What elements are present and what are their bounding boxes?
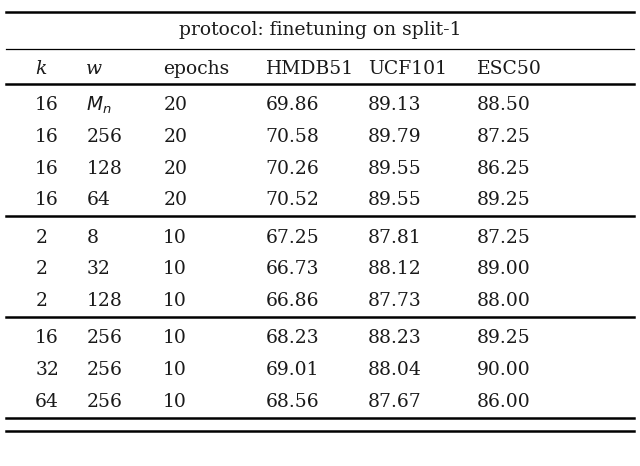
Text: 10: 10 xyxy=(163,292,187,310)
Text: 16: 16 xyxy=(35,192,59,209)
Text: 88.12: 88.12 xyxy=(368,260,422,278)
Text: 89.13: 89.13 xyxy=(368,96,422,114)
Text: 67.25: 67.25 xyxy=(266,229,319,247)
Text: 89.55: 89.55 xyxy=(368,160,422,178)
Text: 20: 20 xyxy=(163,128,187,146)
Text: 256: 256 xyxy=(86,329,122,347)
Text: 16: 16 xyxy=(35,128,59,146)
Text: k: k xyxy=(35,60,47,78)
Text: 87.67: 87.67 xyxy=(368,393,422,411)
Text: ESC50: ESC50 xyxy=(477,60,541,78)
Text: 86.00: 86.00 xyxy=(477,393,531,411)
Text: epochs: epochs xyxy=(163,60,230,78)
Text: 16: 16 xyxy=(35,96,59,114)
Text: 64: 64 xyxy=(35,393,59,411)
Text: 64: 64 xyxy=(86,192,110,209)
Text: $M_n$: $M_n$ xyxy=(86,95,112,116)
Text: 16: 16 xyxy=(35,329,59,347)
Text: 10: 10 xyxy=(163,393,187,411)
Text: 256: 256 xyxy=(86,361,122,379)
Text: 20: 20 xyxy=(163,160,187,178)
Text: 89.25: 89.25 xyxy=(477,329,531,347)
Text: 66.86: 66.86 xyxy=(266,292,319,310)
Text: 90.00: 90.00 xyxy=(477,361,531,379)
Text: 16: 16 xyxy=(35,160,59,178)
Text: 128: 128 xyxy=(86,292,122,310)
Text: w: w xyxy=(86,60,102,78)
Text: 88.23: 88.23 xyxy=(368,329,422,347)
Text: 20: 20 xyxy=(163,192,187,209)
Text: 69.01: 69.01 xyxy=(266,361,319,379)
Text: 88.04: 88.04 xyxy=(368,361,422,379)
Text: 70.58: 70.58 xyxy=(266,128,319,146)
Text: 87.81: 87.81 xyxy=(368,229,422,247)
Text: 256: 256 xyxy=(86,128,122,146)
Text: 86.25: 86.25 xyxy=(477,160,531,178)
Text: protocol: finetuning on split-1: protocol: finetuning on split-1 xyxy=(179,21,461,39)
Text: 20: 20 xyxy=(163,96,187,114)
Text: 10: 10 xyxy=(163,229,187,247)
Text: 66.73: 66.73 xyxy=(266,260,319,278)
Text: 68.23: 68.23 xyxy=(266,329,319,347)
Text: 32: 32 xyxy=(86,260,110,278)
Text: 128: 128 xyxy=(86,160,122,178)
Text: HMDB51: HMDB51 xyxy=(266,60,354,78)
Text: 2: 2 xyxy=(35,292,47,310)
Text: 2: 2 xyxy=(35,229,47,247)
Text: UCF101: UCF101 xyxy=(368,60,447,78)
Text: 89.79: 89.79 xyxy=(368,128,422,146)
Text: 8: 8 xyxy=(86,229,99,247)
Text: 88.50: 88.50 xyxy=(477,96,531,114)
Text: 70.52: 70.52 xyxy=(266,192,319,209)
Text: 70.26: 70.26 xyxy=(266,160,319,178)
Text: 2: 2 xyxy=(35,260,47,278)
Text: 10: 10 xyxy=(163,260,187,278)
Text: 69.86: 69.86 xyxy=(266,96,319,114)
Text: 87.25: 87.25 xyxy=(477,229,531,247)
Text: 10: 10 xyxy=(163,361,187,379)
Text: 87.25: 87.25 xyxy=(477,128,531,146)
Text: 89.55: 89.55 xyxy=(368,192,422,209)
Text: 89.25: 89.25 xyxy=(477,192,531,209)
Text: 88.00: 88.00 xyxy=(477,292,531,310)
Text: 256: 256 xyxy=(86,393,122,411)
Text: 87.73: 87.73 xyxy=(368,292,422,310)
Text: 89.00: 89.00 xyxy=(477,260,531,278)
Text: 10: 10 xyxy=(163,329,187,347)
Text: 32: 32 xyxy=(35,361,59,379)
Text: 68.56: 68.56 xyxy=(266,393,319,411)
